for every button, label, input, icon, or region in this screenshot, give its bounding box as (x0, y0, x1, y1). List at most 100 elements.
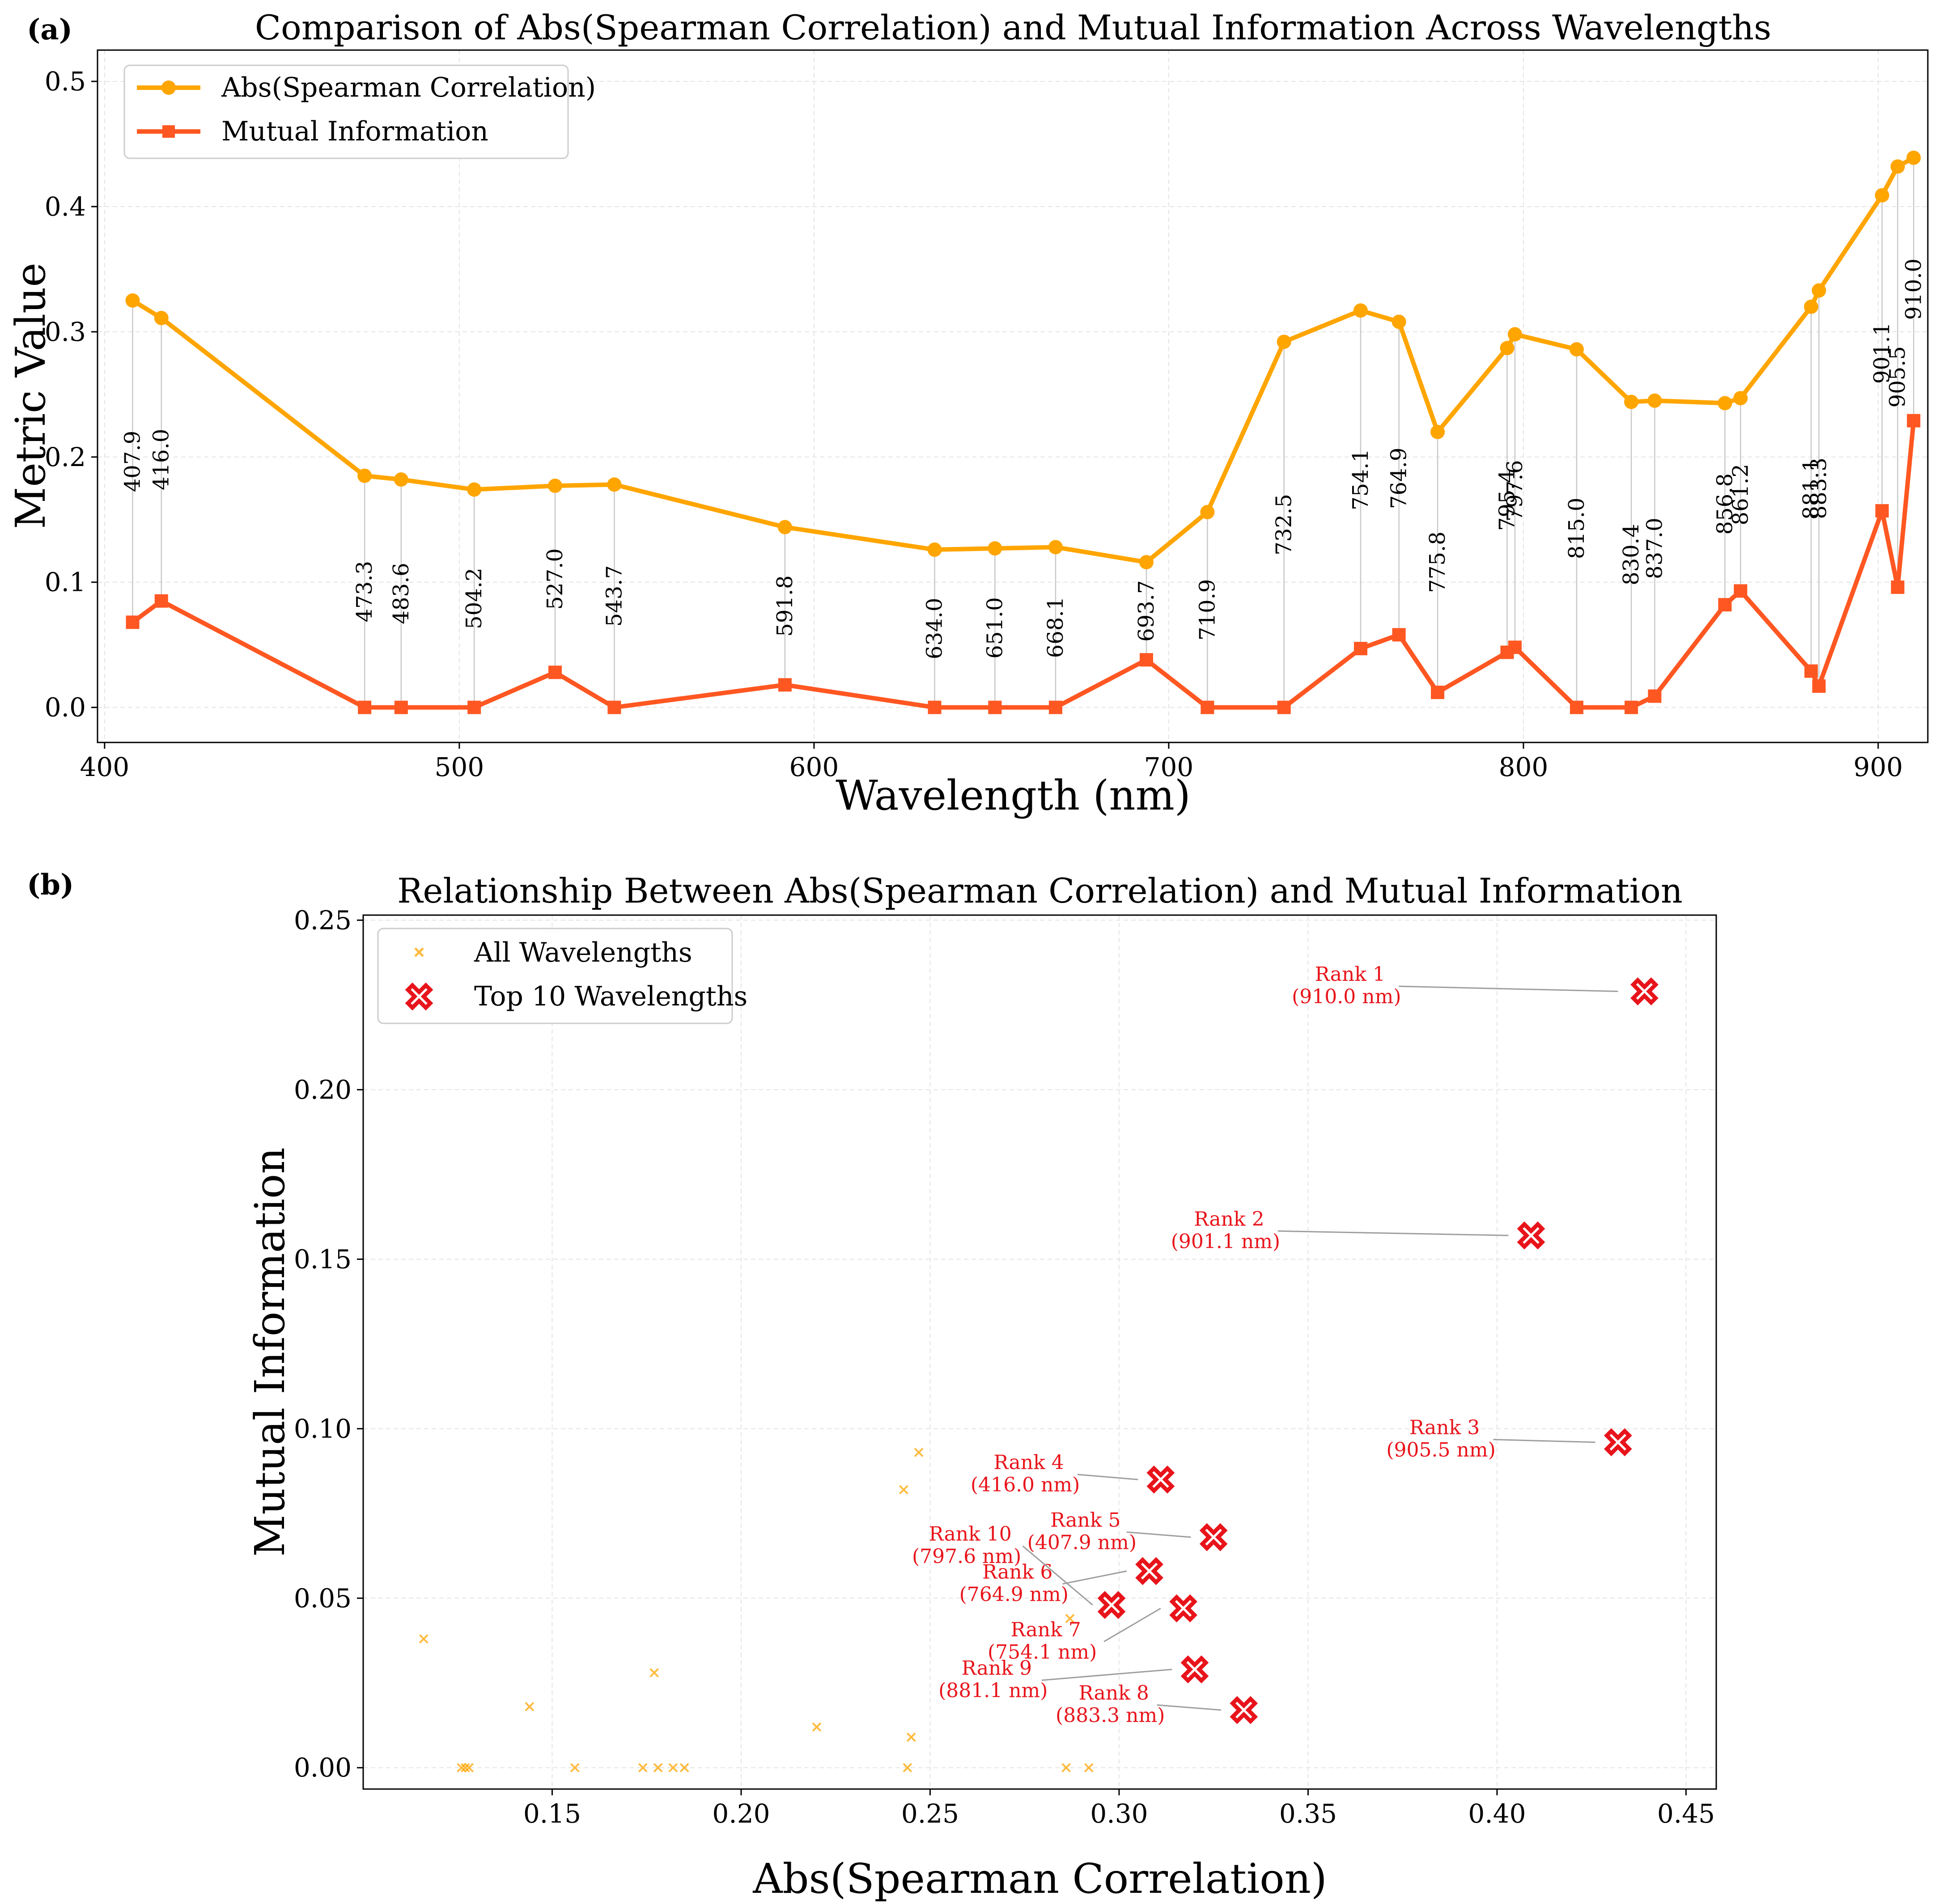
y-tick-label: 0.3 (45, 317, 86, 347)
annotation-wavelength: (754.1 nm) (988, 1641, 1097, 1663)
point-spearman (1139, 555, 1154, 569)
annotation-leader (1399, 985, 1618, 992)
annotation-wavelength: (407.9 nm) (1027, 1531, 1137, 1554)
x-tick-label: 0.20 (712, 1798, 770, 1829)
annotation-wavelength: (881.1 nm) (938, 1679, 1048, 1702)
x-tick-label: 0.25 (901, 1798, 959, 1829)
point-mi (778, 678, 792, 692)
wavelength-label: 901.1 (1870, 322, 1895, 384)
top10-point (1230, 1696, 1258, 1724)
panel-b-x-ticks: 0.15 0.20 0.25 0.30 0.35 0.40 0.45 (523, 1789, 1715, 1829)
y-tick-label: 0.15 (294, 1244, 352, 1274)
annotation-rank: Rank 7 (1010, 1618, 1081, 1641)
x-tick-label: 0.15 (523, 1798, 581, 1829)
wavelength-label: 504.2 (462, 568, 487, 629)
scatter-point (653, 1763, 663, 1773)
y-tick-label: 0.0 (45, 692, 86, 723)
wavelength-label: 905.5 (1885, 346, 1910, 407)
top10-point (1180, 1655, 1209, 1683)
annotation-wavelength: (764.9 nm) (959, 1583, 1069, 1606)
annotation-leader (1126, 1531, 1191, 1538)
annotation-wavelength: (797.6 nm) (912, 1545, 1021, 1568)
wavelength-label: 407.9 (120, 431, 145, 492)
panel-a-title: Comparison of Abs(Spearman Correlation) … (255, 8, 1771, 47)
x-tick-label: 400 (80, 752, 130, 782)
x-tick-label: 0.45 (1657, 1798, 1715, 1829)
point-mi (1812, 679, 1826, 693)
wavelength-label: 910.0 (1901, 259, 1926, 320)
point-mi (1718, 598, 1732, 612)
top10-point (1630, 977, 1659, 1005)
annotation-rank: Rank 2 (1194, 1208, 1264, 1230)
y-tick-label: 0.25 (294, 905, 352, 935)
point-spearman (548, 479, 562, 493)
legend-label-spearman: Abs(Spearman Correlation) (221, 72, 596, 103)
panel-a-xlabel: Wavelength (nm) (836, 772, 1191, 819)
top10-point (1146, 1465, 1175, 1494)
annotation-rank: Rank 5 (1050, 1509, 1120, 1531)
panel-b: (b) Relationship Between Abs(Spearman Co… (27, 868, 1717, 1903)
x-tick-label: 0.35 (1279, 1798, 1337, 1829)
y-tick-label: 0.05 (294, 1583, 352, 1613)
annotation-rank: Rank 4 (993, 1451, 1064, 1474)
wavelength-label: 527.0 (543, 548, 568, 610)
wavelength-label: 668.1 (1043, 597, 1068, 658)
panel-a-plot-frame (97, 49, 1929, 743)
point-spearman (1200, 505, 1215, 519)
point-spearman (1812, 283, 1826, 298)
scatter-point (1084, 1763, 1094, 1773)
panel-b-title: Relationship Between Abs(Spearman Correl… (397, 871, 1683, 911)
top10-point (1517, 1221, 1545, 1250)
point-mi (1392, 628, 1406, 642)
y-tick-label: 0.10 (294, 1413, 352, 1444)
top10-point (1169, 1594, 1197, 1623)
x-tick-label: 800 (1499, 752, 1549, 782)
x-tick-label: 0.30 (1090, 1798, 1148, 1829)
scatter-point (903, 1763, 912, 1773)
annotation-rank: Rank 8 (1079, 1682, 1149, 1705)
legend-label-mi: Mutual Information (221, 116, 488, 147)
point-mi (928, 700, 942, 714)
legend-marker-all (414, 947, 424, 957)
wavelength-label: 881.1 (1799, 458, 1824, 519)
wavelength-label: 837.0 (1642, 517, 1667, 579)
scatter-point (668, 1763, 678, 1773)
wavelength-label: 693.7 (1134, 580, 1159, 641)
panel-a: (a) Comparison of Abs(Spearman Correlati… (7, 8, 1929, 819)
wavelength-label: 710.9 (1195, 579, 1220, 640)
wavelength-label: 856.8 (1712, 473, 1737, 534)
point-mi (154, 594, 168, 608)
point-mi (1804, 664, 1818, 678)
x-tick-label: 600 (789, 752, 839, 782)
y-tick-label: 0.00 (294, 1752, 352, 1783)
annotation-wavelength: (905.5 nm) (1386, 1439, 1495, 1462)
annotation-leader (1077, 1474, 1138, 1480)
point-spearman (777, 520, 792, 534)
annotation-rank: Rank 9 (962, 1657, 1032, 1680)
panel-a-wavelength-guides (132, 157, 1914, 708)
point-mi (988, 700, 1002, 714)
point-spearman (394, 472, 408, 487)
point-mi (1277, 700, 1291, 714)
wavelength-label: 764.9 (1387, 448, 1412, 509)
point-mi (1625, 700, 1638, 714)
point-mi (1431, 686, 1445, 700)
panel-b-label: (b) (27, 868, 74, 902)
point-mi (607, 700, 621, 714)
scatter-point (460, 1763, 470, 1773)
panel-b-y-ticks: 0.00 0.05 0.10 0.15 0.20 0.25 (294, 905, 363, 1783)
point-mi (1048, 700, 1062, 714)
wavelength-label: 815.0 (1564, 498, 1589, 559)
scatter-point (525, 1702, 535, 1712)
point-spearman (1804, 299, 1819, 314)
scatter-point (899, 1485, 908, 1495)
scatter-point (419, 1634, 429, 1644)
panel-a-legend-box (123, 64, 569, 159)
panel-b-annotations: Rank 1(910.0 nm) Rank 2(901.1 nm) Rank 3(9… (912, 963, 1618, 1727)
wavelength-label: 416.0 (149, 429, 174, 490)
scatter-point (914, 1447, 924, 1457)
y-tick-label: 0.4 (45, 191, 86, 222)
point-spearman (154, 311, 169, 326)
top10-point (1097, 1591, 1126, 1619)
wavelength-label: 797.6 (1502, 460, 1527, 522)
